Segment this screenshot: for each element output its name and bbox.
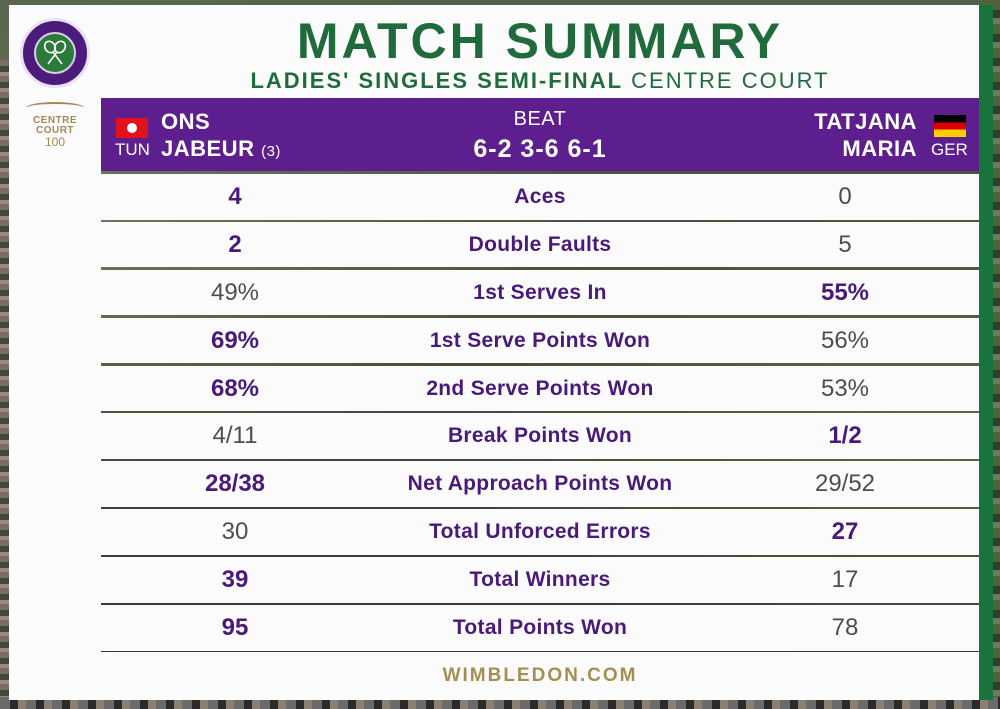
- stat-row: 4 Aces 0: [101, 174, 979, 220]
- player2-stat: 29/52: [814, 470, 876, 498]
- page-subtitle: LADIES' SINGLES SEMI-FINAL CENTRE COURT: [101, 69, 979, 93]
- player1-last-name: JABEUR (3): [161, 136, 281, 162]
- result-word: BEAT: [513, 108, 567, 130]
- player2-stat: 56%: [820, 326, 870, 354]
- stat-row: 49% 1st Serves In 55%: [101, 269, 979, 316]
- player2-stat: 1/2: [828, 422, 862, 450]
- player2-stat: 0: [838, 183, 852, 210]
- stat-row: 2 Double Faults 5: [101, 221, 979, 268]
- player1-seed: (3): [261, 143, 281, 160]
- player1-stat: 4/11: [212, 422, 258, 450]
- championships-logo: [20, 18, 90, 88]
- centre-court-100-logo: CENTRE COURT 100: [19, 102, 91, 160]
- stat-label: Double Faults: [468, 232, 612, 256]
- stat-label: Net Approach Points Won: [407, 472, 673, 496]
- player1-stat: 68%: [210, 374, 260, 402]
- player2-stat: 53%: [820, 374, 870, 402]
- footer-website: WIMBLEDON.COM: [101, 652, 979, 700]
- player1-stat: 4: [228, 183, 242, 210]
- player1-stat: 49%: [210, 278, 260, 306]
- logo-strip: CENTRE COURT 100: [9, 5, 101, 700]
- player1-first-name: ONS: [161, 109, 211, 134]
- stat-label: Total Unforced Errors: [429, 520, 651, 544]
- centre-court-logo-line2: COURT: [35, 125, 75, 136]
- player1-stat: 30: [221, 518, 249, 546]
- germany-flag-icon: [934, 115, 966, 137]
- player1-stat: 28/38: [204, 470, 266, 498]
- player1-country: TUN: [115, 140, 150, 159]
- stat-row: 95 Total Points Won 78: [101, 605, 979, 651]
- player1-stat: 95: [221, 614, 249, 642]
- stat-label: Total Winners: [469, 568, 611, 592]
- court-name: CENTRE COURT: [631, 68, 830, 93]
- crossed-rackets-icon: [34, 32, 76, 74]
- player2-stat: 78: [831, 614, 859, 642]
- tunisia-flag-icon: [116, 118, 148, 138]
- roof-icon: [26, 102, 84, 114]
- stat-label: Total Points Won: [452, 616, 628, 640]
- stat-label: Aces: [514, 185, 566, 208]
- player1-surname: JABEUR: [161, 136, 255, 161]
- stat-label: 1st Serve Points Won: [429, 328, 651, 352]
- centre-court-logo-line1: CENTRE: [32, 115, 78, 126]
- event-name: LADIES' SINGLES SEMI-FINAL: [250, 68, 624, 93]
- page-title: MATCH SUMMARY: [296, 13, 784, 69]
- stat-label: Break Points Won: [447, 424, 633, 448]
- stat-row: 28/38 Net Approach Points Won 29/52: [101, 461, 979, 507]
- stat-row: 4/11 Break Points Won 1/2: [101, 413, 979, 459]
- player2-first-name: TATJANA: [814, 109, 917, 134]
- player1-stat: 69%: [210, 326, 260, 354]
- match-score: 6-2 3-6 6-1: [473, 135, 607, 163]
- player2-last-name: MARIA: [842, 136, 917, 161]
- crowd-background-bottom: [0, 697, 1000, 709]
- stat-row: 69% 1st Serve Points Won 56%: [101, 317, 979, 364]
- player1-stat: 39: [221, 566, 249, 594]
- player1-stat: 2: [228, 230, 242, 258]
- stat-row: 39 Total Winners 17: [101, 557, 979, 603]
- player2-stat: 27: [831, 518, 859, 546]
- stat-label: 2nd Serve Points Won: [426, 376, 654, 400]
- stat-row: 68% 2nd Serve Points Won 53%: [101, 365, 979, 412]
- summary-header: MATCH SUMMARY LADIES' SINGLES SEMI-FINAL…: [101, 5, 979, 98]
- player2-country: GER: [931, 140, 968, 159]
- stat-label: 1st Serves In: [473, 280, 607, 304]
- stat-row: 30 Total Unforced Errors 27: [101, 509, 979, 555]
- player2-stat: 55%: [820, 278, 870, 306]
- match-result-bar: TUN ONS JABEUR (3) BEAT 6-2 3-6 6-1 TATJ…: [101, 98, 979, 171]
- centre-court-logo-line3: 100: [44, 135, 66, 149]
- player2-stat: 5: [838, 230, 852, 258]
- green-edge: [979, 5, 993, 700]
- stats-table: 4 Aces 0 2 Double Faults 5 49% 1st Serve…: [101, 174, 979, 653]
- player2-stat: 17: [831, 566, 859, 594]
